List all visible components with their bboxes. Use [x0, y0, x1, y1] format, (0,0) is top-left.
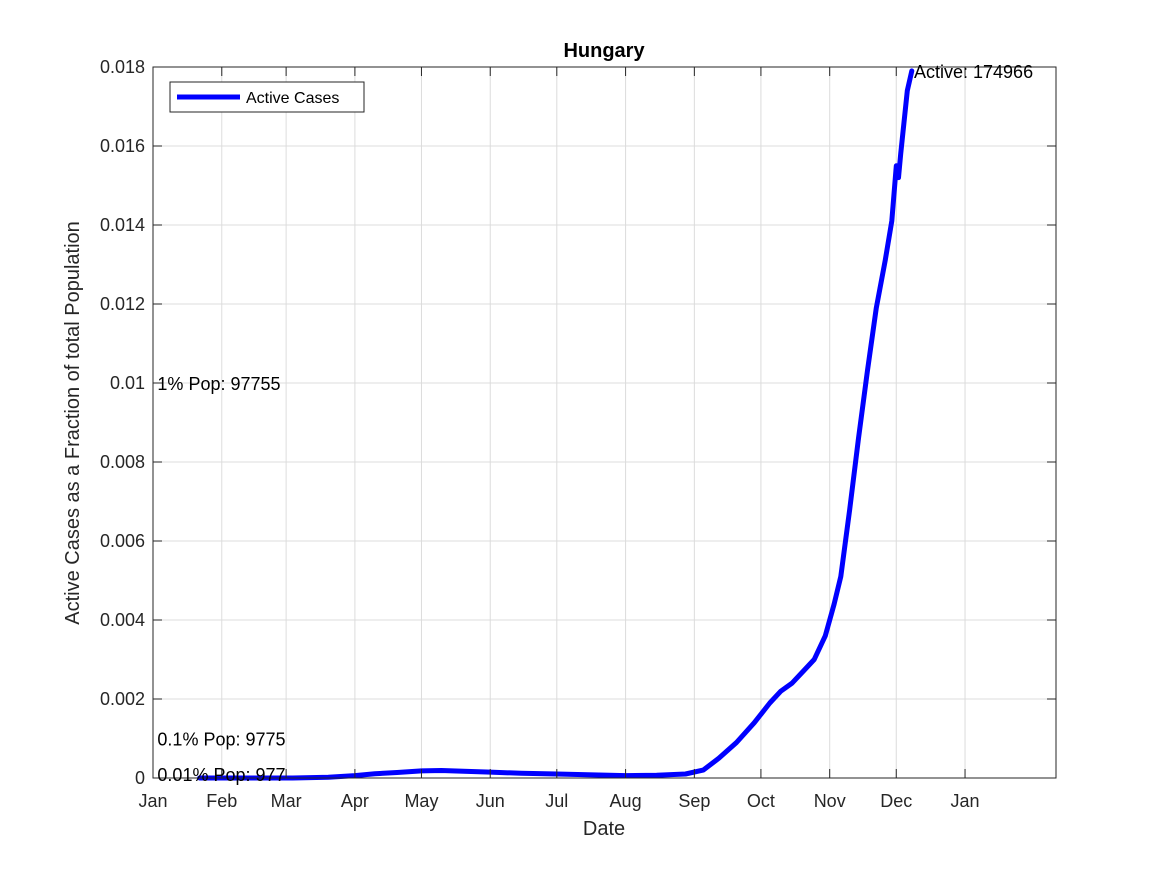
x-axis-title: Date — [583, 818, 625, 840]
ticks: Jan Feb Mar Apr May Jun Jul Aug Sep Oct Nov Dec Jan 0… — [100, 57, 1056, 811]
x-tick-label: Mar — [271, 791, 302, 811]
y-tick-label: 0.012 — [100, 294, 145, 314]
y-tick-label: 0.018 — [100, 57, 145, 77]
data-point — [327, 776, 329, 778]
x-tick-label: Oct — [747, 791, 775, 811]
data-point — [849, 508, 851, 510]
series-line-active-cases — [197, 68, 915, 781]
data-point — [702, 769, 704, 771]
y-tick-label: 0.014 — [100, 215, 145, 235]
data-point — [891, 220, 893, 222]
data-point — [656, 774, 658, 776]
x-tick-label: Aug — [610, 791, 642, 811]
data-point — [374, 773, 376, 775]
data-point — [802, 670, 804, 672]
plot-frame — [152, 66, 1057, 779]
data-point — [895, 165, 897, 167]
data-point — [824, 635, 826, 637]
x-tick-label: Jul — [545, 791, 568, 811]
data-point — [520, 772, 522, 774]
annotation-label: Active: 174966 — [914, 62, 1033, 82]
data-point — [884, 260, 886, 261]
x-tick-label: Jan — [951, 791, 980, 811]
x-tick-label: Dec — [880, 791, 912, 811]
data-point — [866, 370, 868, 372]
legend-label-active-cases: Active Cases — [246, 90, 339, 107]
data-point — [900, 153, 902, 155]
x-tick-label: Jan — [138, 791, 167, 811]
x-tick-label: Feb — [206, 791, 237, 811]
x-tick-label: Apr — [341, 791, 369, 811]
annotation-label: 0.01% Pop: 977 — [157, 765, 285, 785]
x-tick-label: Sep — [678, 791, 710, 811]
x-tick-label: Jun — [476, 791, 505, 811]
y-tick-label: 0.002 — [100, 689, 145, 709]
data-point — [898, 177, 899, 179]
annotations: Active: 174966 1% Pop: 97755 0.1% Pop: 977… — [157, 62, 1033, 785]
data-point — [736, 742, 737, 743]
data-point — [911, 70, 913, 72]
y-tick-label: 0.01 — [110, 373, 145, 393]
annotation-label: 0.1% Pop: 9775 — [157, 730, 285, 750]
y-tick-label: 0.006 — [100, 531, 145, 551]
data-point — [463, 770, 465, 772]
data-point — [813, 659, 815, 660]
data-point — [906, 90, 908, 92]
data-point — [840, 576, 842, 577]
data-point — [875, 307, 877, 309]
y-tick-label: 0 — [135, 768, 145, 788]
x-tick-label: Nov — [814, 791, 846, 811]
data-point — [833, 603, 835, 605]
y-tick-label: 0.004 — [100, 610, 145, 630]
plot-background — [153, 67, 1056, 778]
legend: Active Cases — [169, 81, 365, 113]
y-axis-title: Active Cases as a Fraction of total Popu… — [62, 221, 84, 625]
data-point — [440, 770, 442, 771]
data-point — [753, 722, 755, 724]
annotation-label: 1% Pop: 97755 — [157, 374, 280, 394]
y-tick-label: 0.016 — [100, 136, 145, 156]
data-point — [718, 757, 720, 759]
data-point — [587, 774, 589, 776]
data-point — [396, 772, 398, 773]
data-point — [858, 437, 859, 439]
data-point — [780, 690, 782, 692]
data-point — [791, 682, 793, 684]
y-tick-label: 0.008 — [100, 452, 145, 472]
series-layer — [197, 68, 915, 781]
data-point — [685, 773, 686, 775]
x-tick-label: May — [404, 791, 438, 811]
data-point — [769, 702, 771, 704]
chart-title: Hungary — [563, 40, 645, 62]
